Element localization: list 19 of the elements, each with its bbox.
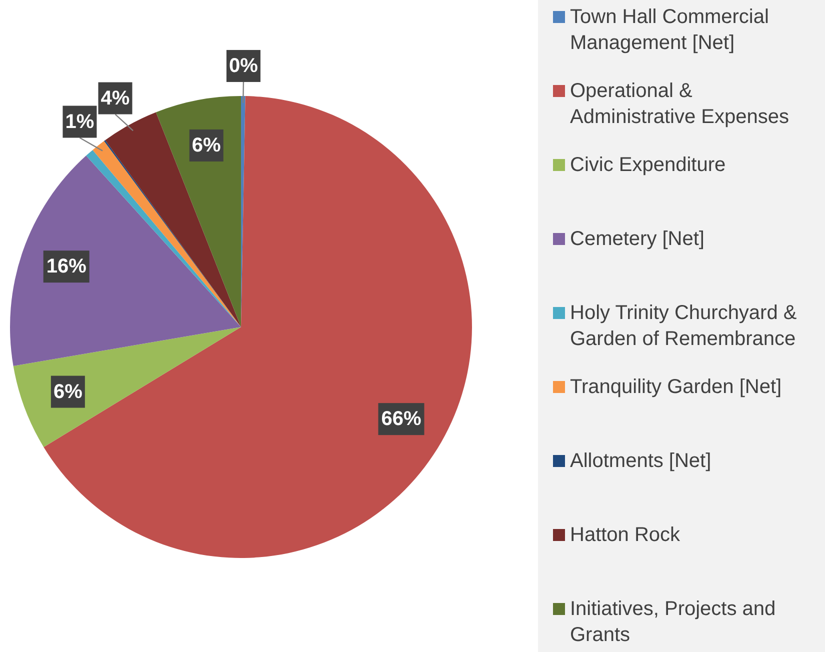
data-label: 0%: [229, 54, 258, 77]
legend-label: Tranquility Garden [Net]: [570, 376, 782, 398]
pie-slice: [156, 96, 241, 327]
pie-slice: [13, 327, 241, 448]
legend-label: Operational & Administrative Expenses: [570, 80, 789, 128]
legend-label: Town Hall Commercial Management [Net]: [570, 6, 769, 54]
data-label: 66%: [381, 408, 422, 430]
legend-label: Initiatives, Projects and Grants: [570, 598, 776, 646]
data-label: 16%: [46, 256, 87, 278]
pie-slice: [10, 156, 241, 366]
data-label: 6%: [192, 134, 222, 156]
legend-label: Civic Expenditure: [570, 154, 726, 176]
legend-label: Hatton Rock: [570, 524, 682, 546]
legend-label: Holy Trinity Churchyard & Garden of Remembrance: [570, 302, 798, 350]
legend-label: Allotments [Net]: [570, 450, 712, 472]
data-label: 1%: [65, 110, 94, 133]
data-label: 6%: [53, 380, 83, 403]
data-label: 4%: [100, 87, 130, 110]
legend-label: Cemetery [Net]: [570, 228, 704, 250]
